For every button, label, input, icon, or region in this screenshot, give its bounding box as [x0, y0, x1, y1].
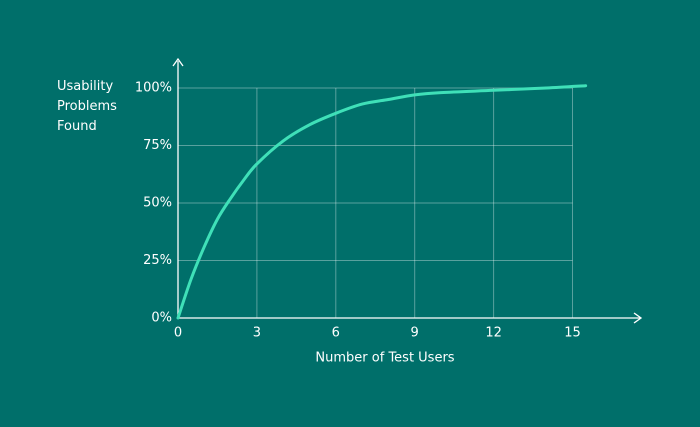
y-axis-arrow — [172, 57, 184, 67]
x-tick-label: 6 — [332, 326, 340, 341]
y-tick-label: 100% — [135, 81, 172, 96]
x-tick-label: 9 — [411, 326, 419, 341]
x-axis-label: Number of Test Users — [315, 351, 454, 366]
y-tick-label: 75% — [143, 138, 172, 153]
y-tick-label: 25% — [143, 253, 172, 268]
x-tick-label: 0 — [174, 326, 182, 341]
x-axis-arrow — [633, 312, 643, 324]
y-tick-label: 0% — [151, 311, 172, 326]
y-tick-label: 50% — [143, 196, 172, 211]
grid — [178, 87, 573, 318]
x-tick-label: 3 — [253, 326, 261, 341]
x-tick-label: 15 — [564, 326, 581, 341]
x-tick-label: 12 — [485, 326, 502, 341]
line — [176, 84, 588, 320]
y-axis-label: Usability Problems Found — [57, 79, 117, 134]
